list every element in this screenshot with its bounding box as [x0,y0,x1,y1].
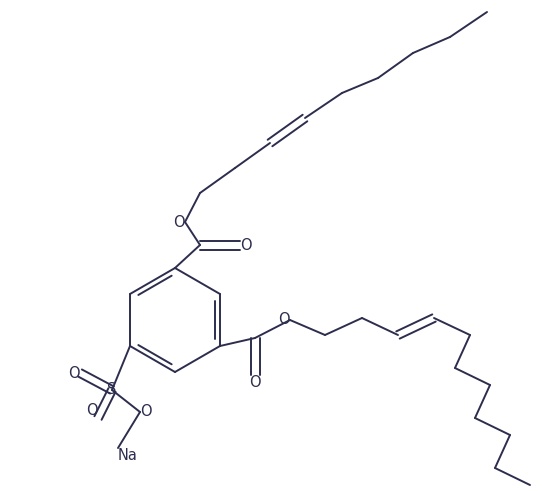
Text: Na: Na [118,448,138,463]
Text: O: O [173,215,185,229]
Text: O: O [249,375,261,390]
Text: O: O [240,238,252,252]
Text: S: S [107,382,117,398]
Text: O: O [278,312,290,327]
Text: O: O [140,405,152,419]
Text: O: O [68,365,80,381]
Text: O: O [86,403,98,418]
